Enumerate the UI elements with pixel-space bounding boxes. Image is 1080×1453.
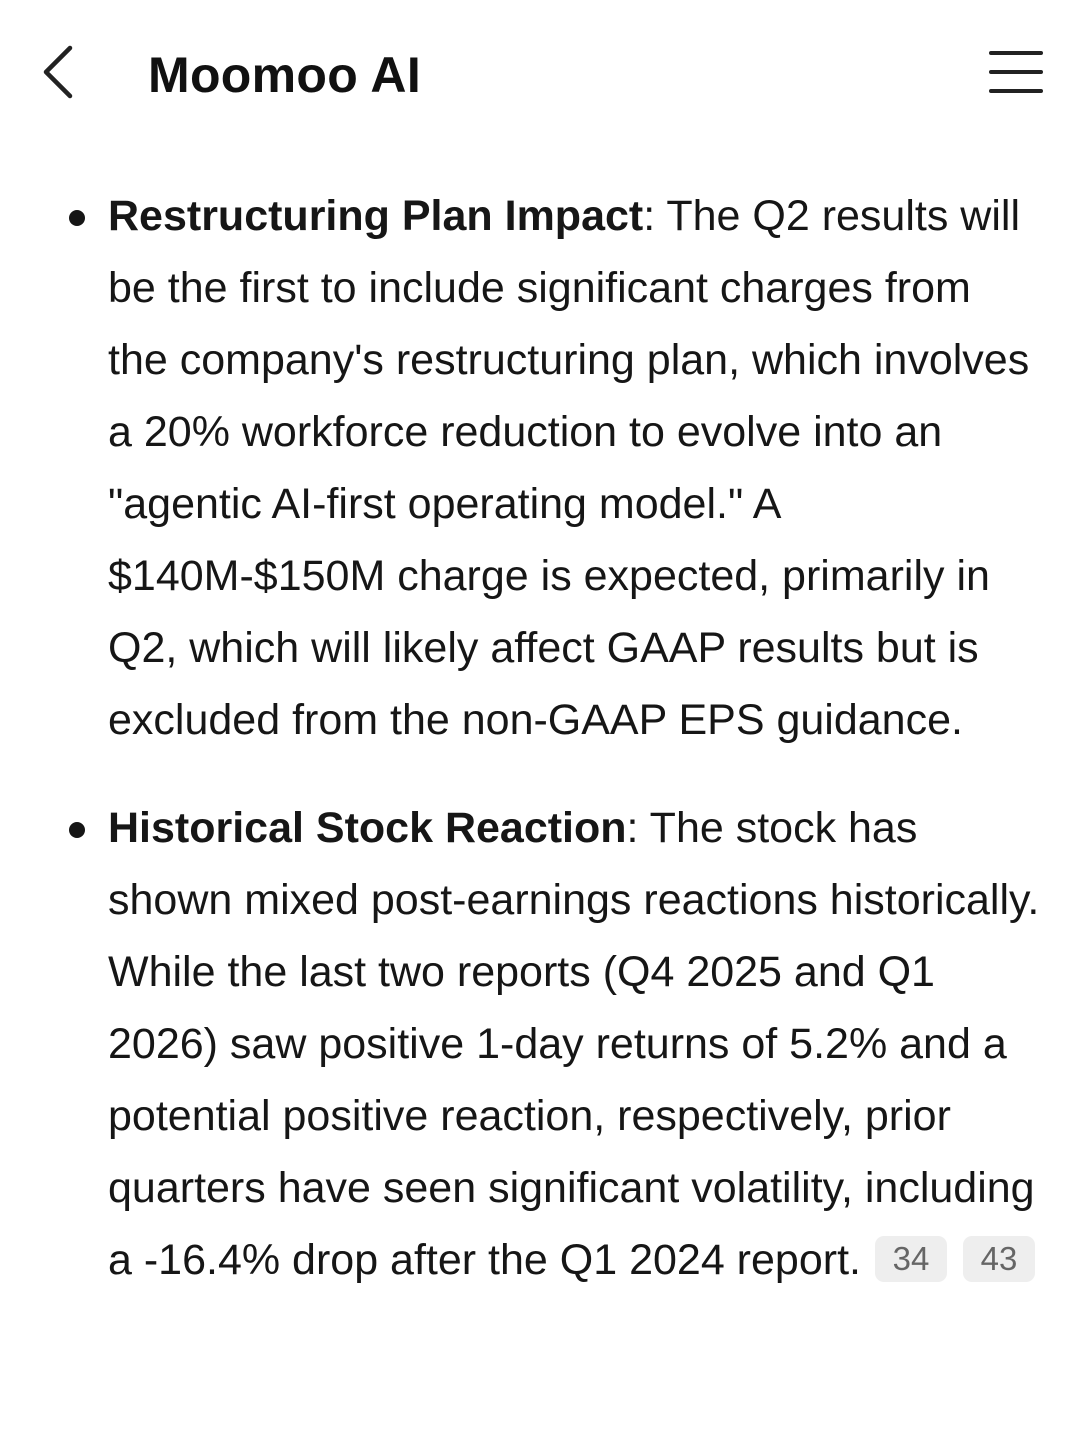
bullet-text: The Q2 results will be the first to incl… <box>108 192 1030 744</box>
chevron-left-icon <box>43 45 73 99</box>
bullet-title: Restructuring Plan Impact <box>108 192 644 240</box>
citation-badge[interactable]: 43 <box>962 1236 1035 1282</box>
citation-badge[interactable]: 34 <box>874 1236 947 1282</box>
menu-button[interactable] <box>988 44 1044 100</box>
bullet-historical-reaction: Historical Stock Reaction: The stock has… <box>0 792 1080 1296</box>
page-title: Moomoo AI <box>148 47 422 103</box>
app-header: Moomoo AI <box>0 0 1080 150</box>
bullet-dot <box>69 210 85 226</box>
bullet-restructuring-plan: Restructuring Plan Impact: The Q2 result… <box>0 180 1080 756</box>
back-button[interactable] <box>28 40 88 104</box>
message-content: Restructuring Plan Impact: The Q2 result… <box>0 180 1080 1296</box>
bullet-dot <box>69 822 85 838</box>
bullet-title: Historical Stock Reaction <box>108 804 627 852</box>
hamburger-menu-icon <box>989 51 1043 93</box>
bullet-separator: : <box>643 192 667 240</box>
bullet-separator: : <box>626 804 650 852</box>
bullet-text: The stock has shown mixed post-earnings … <box>108 804 1040 1284</box>
